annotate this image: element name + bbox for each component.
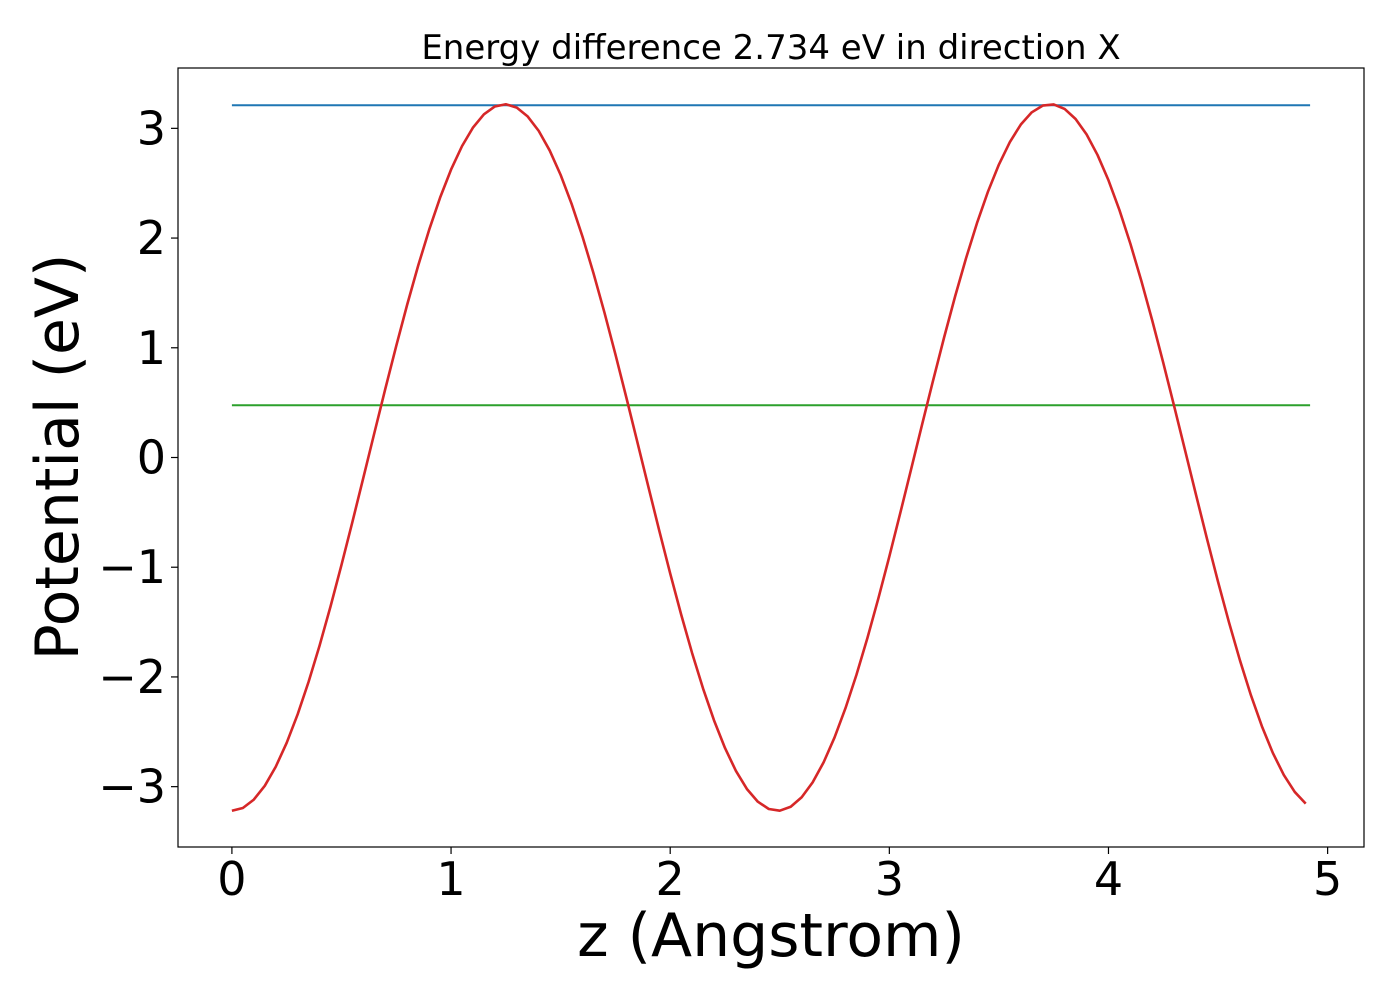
x-tick-label: 1	[436, 852, 465, 906]
x-tick-label: 0	[217, 852, 246, 906]
y-tick-label: 1	[137, 321, 166, 375]
x-tick-label: 2	[656, 852, 685, 906]
y-axis-ticks: −3 −2 −1 0 1 2 3	[98, 101, 178, 814]
x-tick-label: 3	[875, 852, 904, 906]
x-tick-label: 5	[1313, 852, 1342, 906]
y-tick-label: −3	[98, 760, 166, 814]
x-axis-label: z (Angstrom)	[577, 901, 965, 971]
chart-title: Energy difference 2.734 eV in direction …	[421, 28, 1120, 68]
y-tick-label: −2	[98, 650, 166, 704]
y-tick-label: −1	[98, 540, 166, 594]
y-axis-label: Potential (eV)	[23, 254, 93, 661]
x-tick-label: 4	[1094, 852, 1123, 906]
plot-area	[177, 67, 1365, 848]
potential-curve	[231, 102, 1307, 813]
y-tick-label: 0	[137, 431, 166, 485]
series-layer	[231, 102, 1311, 813]
y-tick-label: 3	[137, 101, 166, 155]
y-tick-label: 2	[137, 211, 166, 265]
x-axis-ticks: 0 1 2 3 4 5	[217, 847, 1342, 906]
